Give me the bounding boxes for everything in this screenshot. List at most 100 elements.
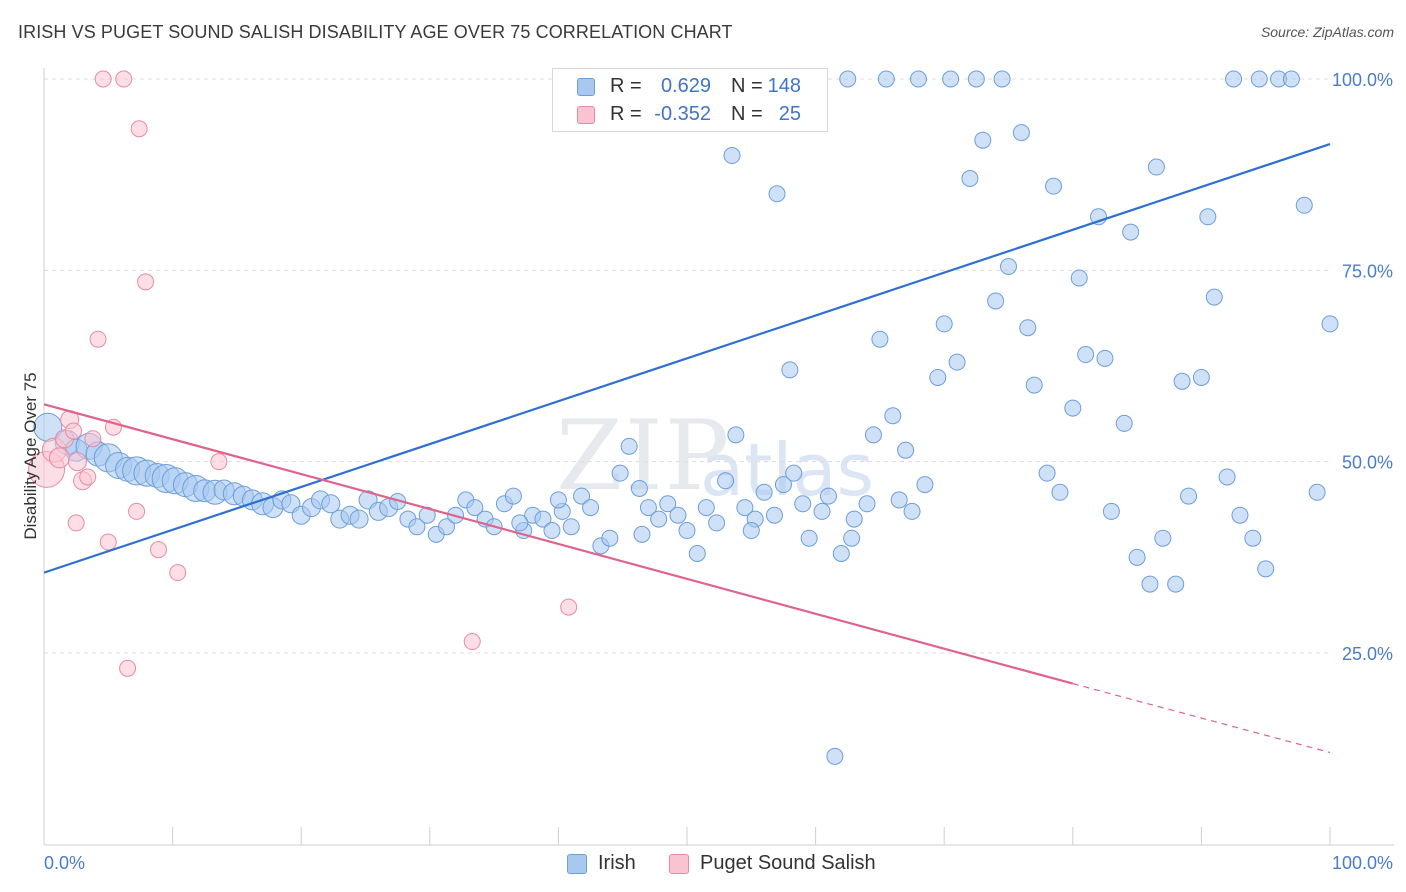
irish-point [785,464,803,482]
irish-point [929,368,947,386]
irish-point [321,494,341,514]
irish-point [717,472,735,490]
salish-trend-extension [1072,683,1331,754]
irish-point [669,506,687,524]
legend-n-label: N = [731,75,763,97]
irish-point [774,476,792,494]
irish-point [1012,124,1030,142]
salish-point [115,70,133,88]
irish-point [1205,288,1223,306]
series-swatch-salish [669,854,689,874]
salish-point [67,514,85,532]
salish-point [65,422,83,440]
irish-point [781,361,799,379]
legend-r-label: R = [610,103,642,125]
irish-point [438,518,456,536]
salish-point [67,452,87,472]
salish-points [28,70,578,677]
irish-point [1257,560,1275,578]
irish-point [871,330,889,348]
irish-point [630,479,648,497]
salish-point [84,430,102,448]
salish-point [119,659,137,677]
irish-point [1180,487,1198,505]
y-tick-label: 25.0% [1342,644,1393,664]
irish-points [33,70,1339,765]
series-swatch-irish [567,854,587,874]
irish-point [755,483,773,501]
irish-point [832,545,850,563]
irish-point [659,495,677,513]
irish-point [573,487,591,505]
irish-point [678,522,696,540]
irish-point [916,476,934,494]
irish-point [408,518,426,536]
irish-point [1070,269,1088,287]
irish-point [1122,223,1140,241]
legend-r-label: R = [610,75,642,97]
irish-point [1308,483,1326,501]
legend-swatch-salish [577,106,595,124]
irish-trend-line [43,143,1331,574]
irish-point [1051,483,1069,501]
axes [43,68,1394,846]
salish-point [79,468,97,486]
irish-point [1000,258,1017,276]
irish-point [993,70,1011,88]
salish-point [128,502,146,520]
salish-point [89,330,107,348]
irish-point [511,514,529,532]
irish-point [1064,399,1082,417]
irish-point [549,491,567,509]
x-tick-label: 100.0% [1332,853,1393,873]
irish-point [1199,208,1217,226]
irish-point [967,70,985,88]
y-tick-label: 50.0% [1342,453,1393,473]
salish-point [130,120,148,138]
irish-point [1218,468,1236,486]
irish-point [601,529,619,547]
irish-point [794,495,812,513]
irish-point [1173,372,1191,390]
salish-point [137,273,155,291]
irish-point [742,522,760,540]
legend-n-label: N = [731,103,763,125]
series-label-salish: Puget Sound Salish [700,852,876,874]
irish-point [948,353,966,371]
y-tick-label: 100.0% [1332,70,1393,90]
irish-point [768,185,786,203]
irish-point [909,70,927,88]
legend-r-value-salish: -0.352 [654,103,711,125]
irish-point [708,514,726,532]
irish-point [858,495,876,513]
irish-point [935,315,953,333]
irish-point [877,70,895,88]
irish-point [961,169,979,187]
salish-point [169,564,187,582]
irish-point [884,407,902,425]
irish-point [974,131,992,149]
irish-point [466,499,484,517]
legend-row-irish: R = 0.629 N = 148 [553,73,827,101]
salish-point [149,541,167,559]
chart-source: Source: ZipAtlas.com [1260,24,1394,40]
salish-point [48,447,70,469]
irish-point [736,499,754,517]
legend-n-value-irish: 148 [767,75,801,97]
irish-point [1045,177,1063,195]
irish-point [1096,349,1114,367]
irish-point [582,499,600,517]
irish-point [1192,368,1210,386]
series-legend: Irish Puget Sound Salish [0,852,1406,878]
x-tick-label: 0.0% [44,853,85,873]
salish-point [99,533,117,551]
irish-point [843,529,861,547]
legend-n-value-salish: 25 [778,103,801,125]
legend-row-salish: R = -0.352 N = 25 [553,101,827,129]
series-label-irish: Irish [598,852,636,874]
salish-point [210,453,228,471]
salish-point [560,598,578,616]
irish-point [504,487,522,505]
irish-point [534,510,552,528]
